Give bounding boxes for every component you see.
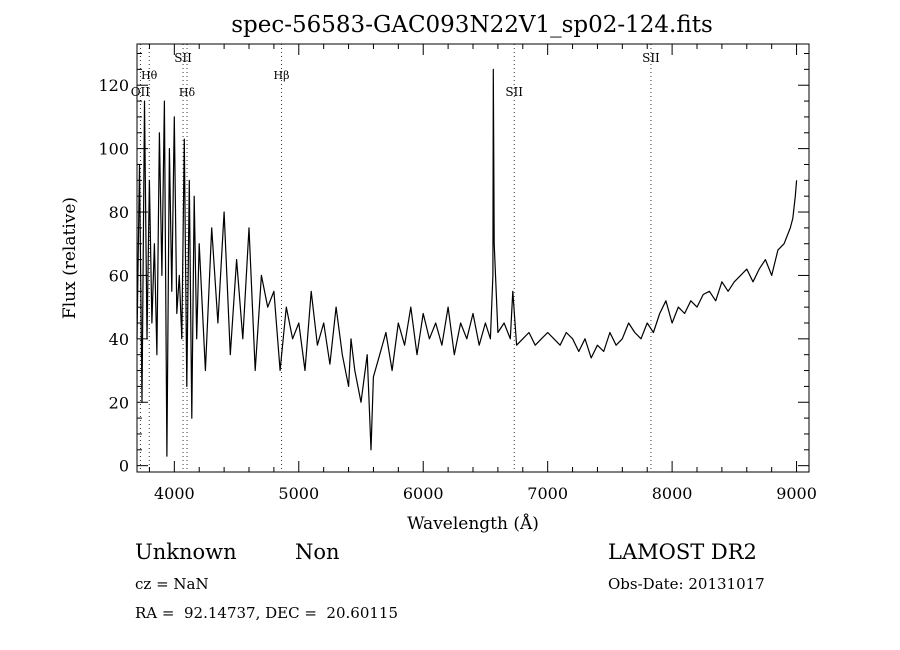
line-label-2: SII <box>174 51 192 65</box>
line-label-3: Hδ <box>179 86 196 99</box>
spectrum-layer <box>136 68 798 457</box>
y-tick-label-120: 120 <box>98 76 129 95</box>
observation-date: Obs-Date: 20131017 <box>608 575 765 593</box>
x-axis-label: Wavelength (Å) <box>407 513 539 534</box>
line-label-4: Hβ <box>274 69 290 82</box>
line-label-0: OII <box>131 85 151 99</box>
x-tick-label-4000: 4000 <box>154 484 195 503</box>
survey-name: LAMOST DR2 <box>608 540 757 564</box>
y-tick-label-20: 20 <box>109 393 129 412</box>
spectrum-line <box>136 68 798 457</box>
tick-labels: 4000 5000 6000 7000 8000 9000 0 20 40 60 80 100 120 <box>98 76 816 503</box>
x-tick-label-9000: 9000 <box>776 484 817 503</box>
y-tick-label-100: 100 <box>98 140 129 159</box>
line-label-6: SII <box>642 51 660 65</box>
y-tick-label-60: 60 <box>109 266 129 285</box>
chart-title: spec-56583-GAC093N22V1_sp02-124.fits <box>231 12 713 38</box>
x-tick-label-6000: 6000 <box>403 484 444 503</box>
y-tick-label-40: 40 <box>109 330 129 349</box>
object-subclass: Non <box>295 540 340 564</box>
emission-line-markers: OII Hθ SII Hδ Hβ SII SII <box>131 44 660 472</box>
y-tick-label-0: 0 <box>119 457 129 476</box>
x-tick-label-8000: 8000 <box>652 484 693 503</box>
line-label-5: SII <box>505 85 523 99</box>
x-tick-label-5000: 5000 <box>278 484 319 503</box>
redshift-cz: cz = NaN <box>135 575 209 593</box>
sky-coordinates: RA = 92.14737, DEC = 20.60115 <box>135 604 399 622</box>
object-class: Unknown <box>135 540 237 564</box>
y-axis-label: Flux (relative) <box>60 197 80 319</box>
x-tick-label-7000: 7000 <box>527 484 568 503</box>
y-tick-label-80: 80 <box>109 203 129 222</box>
axis-ticks <box>137 44 809 472</box>
line-label-1: Hθ <box>141 69 158 82</box>
plot-frame <box>136 43 810 473</box>
